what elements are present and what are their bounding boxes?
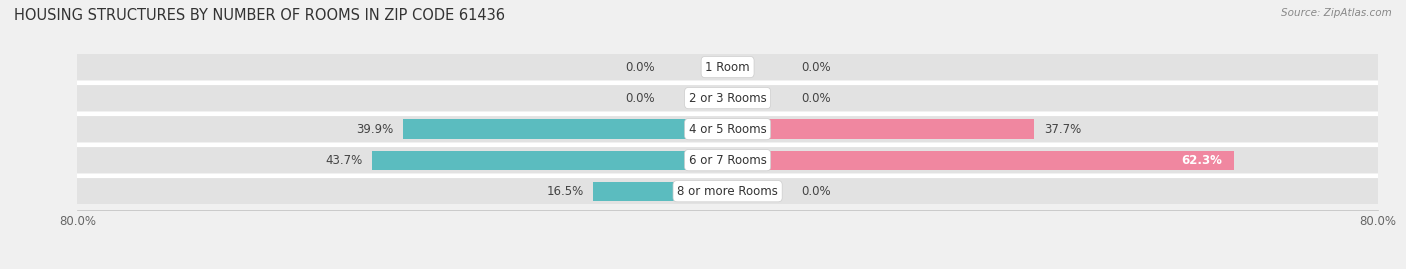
Text: 1 Room: 1 Room <box>706 61 749 73</box>
Bar <box>373 151 728 170</box>
Text: 4 or 5 Rooms: 4 or 5 Rooms <box>689 123 766 136</box>
Bar <box>77 178 1378 204</box>
Bar <box>77 116 1378 142</box>
Text: 0.0%: 0.0% <box>624 61 654 73</box>
Bar <box>728 119 1033 139</box>
Text: 6 or 7 Rooms: 6 or 7 Rooms <box>689 154 766 167</box>
Text: 2 or 3 Rooms: 2 or 3 Rooms <box>689 91 766 105</box>
Text: 0.0%: 0.0% <box>801 185 831 198</box>
Bar <box>593 182 728 201</box>
Text: Source: ZipAtlas.com: Source: ZipAtlas.com <box>1281 8 1392 18</box>
Text: 8 or more Rooms: 8 or more Rooms <box>678 185 778 198</box>
Text: 0.0%: 0.0% <box>801 91 831 105</box>
Text: 39.9%: 39.9% <box>356 123 394 136</box>
Text: 62.3%: 62.3% <box>1181 154 1222 167</box>
Bar <box>728 151 1234 170</box>
Text: 43.7%: 43.7% <box>325 154 363 167</box>
Text: 0.0%: 0.0% <box>624 91 654 105</box>
Text: 37.7%: 37.7% <box>1043 123 1081 136</box>
Text: 16.5%: 16.5% <box>547 185 583 198</box>
Text: HOUSING STRUCTURES BY NUMBER OF ROOMS IN ZIP CODE 61436: HOUSING STRUCTURES BY NUMBER OF ROOMS IN… <box>14 8 505 23</box>
Bar <box>77 85 1378 111</box>
Bar <box>77 54 1378 80</box>
Text: 0.0%: 0.0% <box>801 61 831 73</box>
Bar <box>404 119 728 139</box>
Bar <box>77 147 1378 173</box>
